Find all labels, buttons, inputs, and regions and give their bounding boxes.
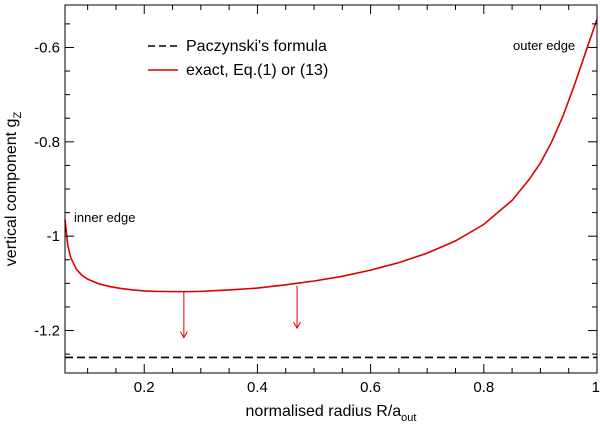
y-tick-label-3: -0.6 xyxy=(34,39,60,56)
x-axis-label: normalised radius R/aout xyxy=(246,403,417,424)
x-tick-label-1: 0.4 xyxy=(247,379,268,396)
series-line-1 xyxy=(64,18,598,293)
y-axis-label-sub: Z xyxy=(12,112,24,119)
x-tick-label-4: 1 xyxy=(592,379,600,396)
annotation-inner-edge: inner edge xyxy=(74,210,135,225)
y-axis-label-main: vertical component g xyxy=(3,119,20,267)
arrow-0 xyxy=(179,291,188,339)
y-tick-label-2: -0.8 xyxy=(34,134,60,151)
x-tick-label-0: 0.2 xyxy=(134,379,155,396)
legend-label-paczynski: Paczynski's formula xyxy=(186,38,327,55)
plot-layer xyxy=(64,18,598,359)
x-tick-label-3: 0.8 xyxy=(473,379,494,396)
arrow-head-0 xyxy=(179,331,188,339)
plot-frame xyxy=(64,4,598,374)
y-tick-label-0: -1.2 xyxy=(34,323,60,340)
legend-label-exact: exact, Eq.(1) or (13) xyxy=(186,62,328,79)
x-tick-label-2: 0.6 xyxy=(360,379,381,396)
arrow-1 xyxy=(293,285,301,330)
legend: Paczynski's formula exact, Eq.(1) or (13… xyxy=(148,38,328,79)
arrow-head-1 xyxy=(293,321,301,330)
y-axis-label: vertical component gZ xyxy=(3,112,24,267)
x-axis-label-sub: out xyxy=(401,412,416,424)
y-tick-label-1: -1 xyxy=(47,228,60,245)
annotation-outer-edge: outer edge xyxy=(513,38,575,53)
ticks-layer: 0.2 0.4 0.6 0.8 1 -1.2 -1 -0.8 -0.6 xyxy=(34,5,600,396)
x-axis-label-main: normalised radius R/a xyxy=(246,403,402,420)
